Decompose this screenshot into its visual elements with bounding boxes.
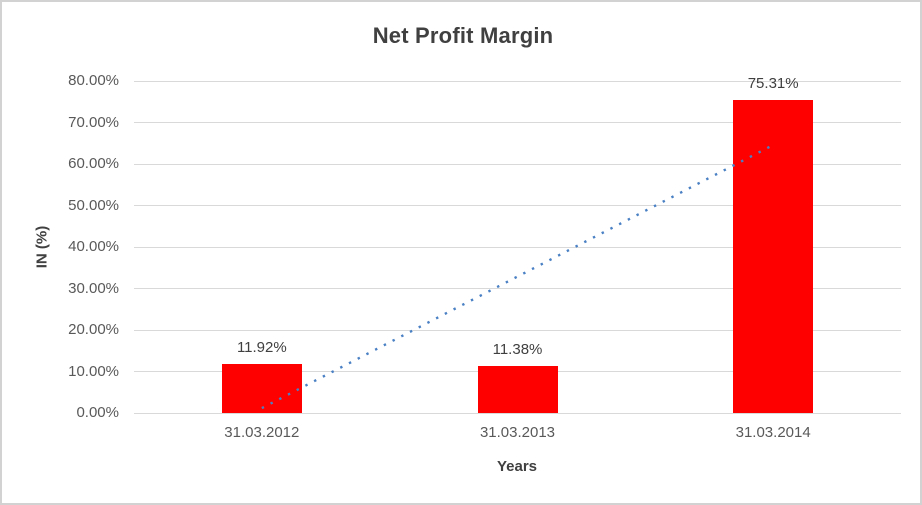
x-axis-category-label: 31.03.2014 [735, 424, 811, 441]
bar-data-label: 11.92% [236, 338, 287, 356]
bar-data-label: 75.31% [747, 75, 799, 93]
y-axis-tick-label: 30.00% [68, 279, 119, 297]
y-axis-tick-label: 10.00% [68, 362, 119, 380]
gridline [134, 122, 901, 123]
y-axis-tick-label: 70.00% [68, 113, 119, 131]
gridline [134, 412, 901, 414]
chart-title: Net Profit Margin [372, 23, 554, 48]
y-axis-tick-label: 80.00% [68, 72, 119, 89]
y-axis-tick-label: 20.00% [68, 321, 119, 338]
bar [477, 365, 558, 413]
y-axis-tick-label: 60.00% [68, 155, 119, 172]
bar [221, 363, 302, 413]
x-axis-title: Years [496, 458, 538, 475]
bar-data-label: 11.38% [492, 340, 543, 358]
x-axis-category-label: 31.03.2012 [224, 424, 300, 441]
bar [733, 100, 814, 413]
y-axis-tick-label: 40.00% [68, 238, 119, 255]
gridline [134, 80, 901, 82]
y-axis-tick-label: 50.00% [68, 196, 119, 214]
x-axis-category-label: 31.03.2013 [479, 424, 556, 441]
y-axis-tick-label: 0.00% [76, 404, 119, 421]
